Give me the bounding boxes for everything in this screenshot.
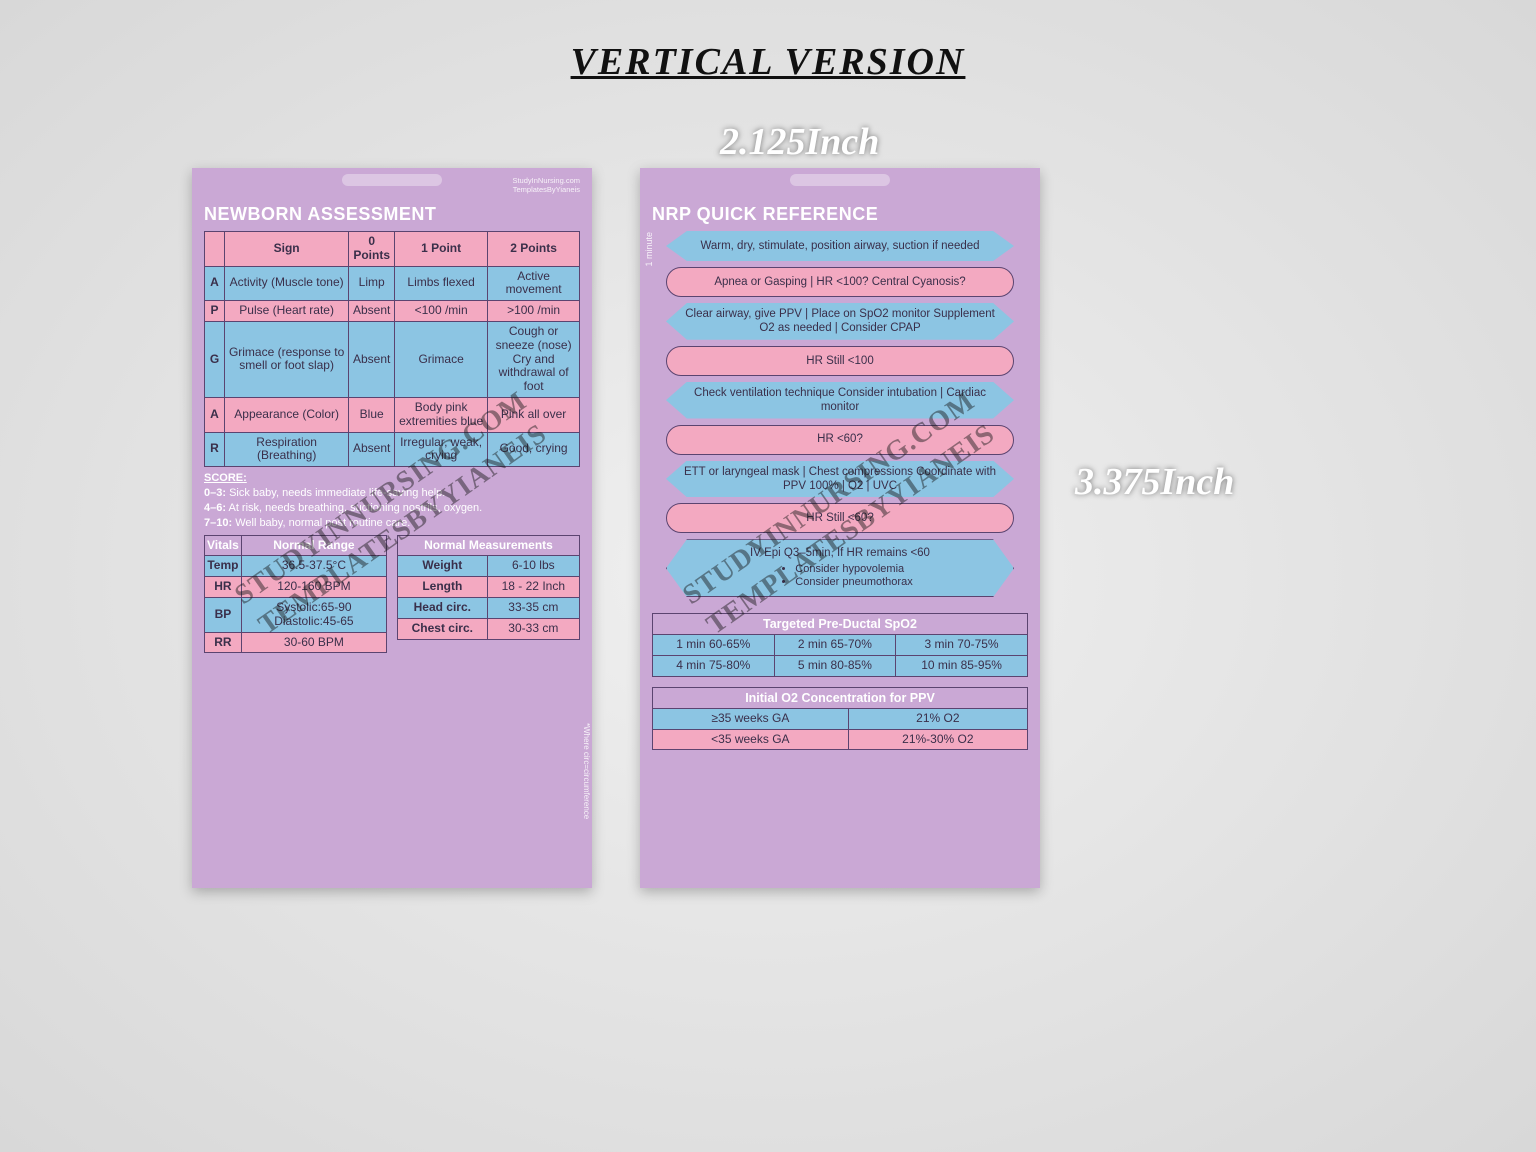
flow-step: HR <60? (666, 425, 1014, 455)
dimension-height: 3.375Inch (1075, 460, 1234, 504)
side-note: *Where circ=circumference (582, 723, 591, 819)
flow-step: Warm, dry, stimulate, position airway, s… (666, 231, 1014, 261)
brand-text: StudyInNursing.com TemplatesByYianeis (512, 176, 580, 194)
flow-step: IV Epi Q3–5min, If HR remains <60Conside… (666, 539, 1014, 597)
vitals-table: VitalsNormal RangeTemp36.5-37.5°CHR120-1… (204, 535, 387, 654)
o2-table: ≥35 weeks GA21% O2<35 weeks GA21%-30% O2 (652, 708, 1028, 751)
flow-step: HR Still <100 (666, 346, 1014, 376)
spo2-table: 1 min 60-65%2 min 65-70%3 min 70-75%4 mi… (652, 634, 1028, 677)
measurements-table: Normal MeasurementsWeight6-10 lbsLength1… (397, 535, 580, 640)
card-title: NRP QUICK REFERENCE (652, 204, 1028, 225)
apgar-table: Sign0 Points1 Point2 PointsAActivity (Mu… (204, 231, 580, 467)
card-newborn-assessment: StudyInNursing.com TemplatesByYianeis NE… (192, 168, 592, 888)
one-minute-label: 1 minute (644, 232, 654, 267)
flow-step: Check ventilation technique Consider int… (666, 382, 1014, 419)
punch-hole (790, 174, 890, 186)
o2-header: Initial O2 Concentration for PPV (652, 687, 1028, 708)
flow-step: Clear airway, give PPV | Place on SpO2 m… (666, 303, 1014, 340)
brand-line: StudyInNursing.com (512, 176, 580, 185)
card-nrp-reference: NRP QUICK REFERENCE 1 minute Warm, dry, … (640, 168, 1040, 888)
flow-step: HR Still <60? (666, 503, 1014, 533)
dimension-width: 2.125Inch (720, 120, 879, 164)
score-header: SCORE: (204, 472, 247, 484)
spo2-header: Targeted Pre-Ductal SpO2 (652, 613, 1028, 634)
flow-chart: Warm, dry, stimulate, position airway, s… (652, 231, 1028, 597)
page-title: VERTICAL VERSION (0, 40, 1536, 84)
flow-step: Apnea or Gasping | HR <100? Central Cyan… (666, 267, 1014, 297)
flow-step: ETT or laryngeal mask | Chest compressio… (666, 461, 1014, 498)
score-block: SCORE: 0–3: Sick baby, needs immediate l… (204, 471, 580, 530)
punch-hole (342, 174, 442, 186)
card-title: NEWBORN ASSESSMENT (204, 204, 580, 225)
brand-line: TemplatesByYianeis (512, 185, 580, 194)
